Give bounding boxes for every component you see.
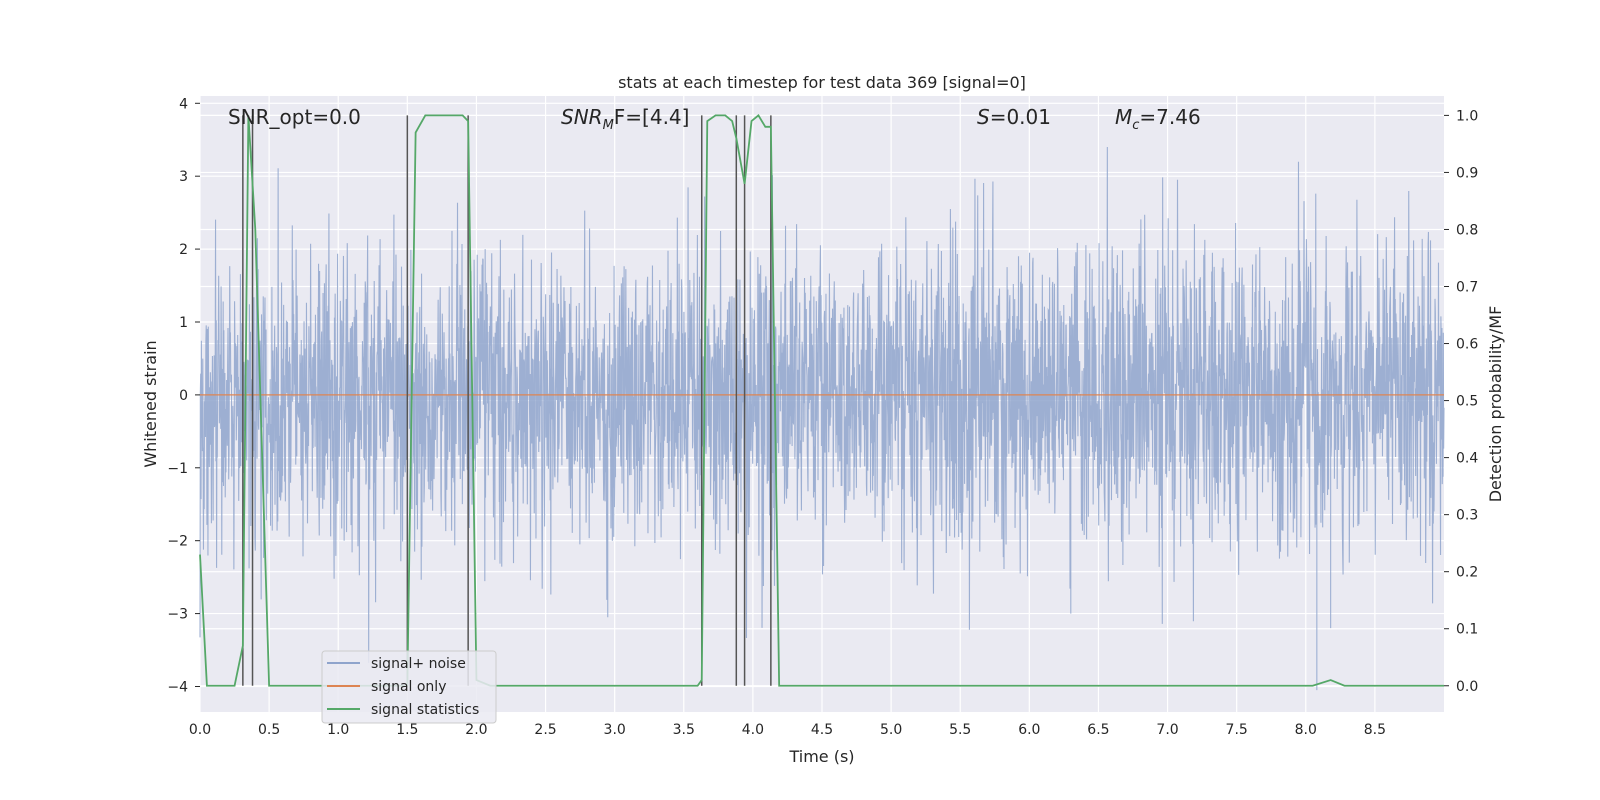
y-tick-labels-right: 0.0 0.1 0.2 0.3 0.4 0.5 0.6 0.7 0.8 0.9 1.0 [1444,108,1478,695]
annotation-snr-mf: SNRMF=[4.4] [561,105,689,133]
y-tick-label-right: 0.1 [1456,622,1478,638]
x-tick-labels: 0.0 0.5 1.0 1.5 2.0 2.5 3.0 3.5 4.0 4.5 5.0 5.5 6.0 6… [189,722,1386,738]
y-tick-labels-left: −4 −3 −2 −1 0 1 2 3 4 [167,96,200,695]
x-tick-label: 8.0 [1295,722,1317,738]
annotation-s-italic: S [977,105,990,129]
legend-label-signal-noise: signal+ noise [371,656,466,672]
y-axis-label-right: Detection probability/MF [1486,306,1505,503]
x-tick-label: 1.0 [327,722,349,738]
x-tick-label: 5.5 [949,722,971,738]
series-signal-statistics [199,114,1444,687]
x-tick-label: 8.5 [1364,722,1386,738]
x-tick-label: 5.0 [880,722,902,738]
y-tick-label-right: 0.5 [1456,394,1478,410]
annotation-snr-mf-sub: M [603,118,614,133]
legend-label-signal-statistics: signal statistics [371,702,479,718]
x-tick-label: 4.5 [811,722,833,738]
x-tick-label: 3.0 [604,722,626,738]
y-tick-label-left: −3 [167,607,188,623]
y-tick-label-left: −1 [167,461,188,477]
legend-label-signal-only: signal only [371,679,446,695]
x-axis-label: Time (s) [788,747,854,766]
y-tick-label-right: 0.4 [1456,451,1478,467]
y-tick-label-right: 0.3 [1456,508,1478,524]
annotation-s: S=0.01 [977,105,1051,129]
y-tick-label-right: 0.0 [1456,679,1478,695]
x-tick-label: 2.0 [465,722,487,738]
annotation-mc-sub: c [1132,118,1139,133]
annotation-snr-mf-rest: F=[4.4] [614,105,690,129]
y-tick-label-left: 1 [179,315,188,331]
y-tick-label-left: 0 [179,388,188,404]
legend-box [321,650,497,724]
annotation-s-rest: =0.01 [990,105,1051,129]
annotation-mc-rest: =7.46 [1139,105,1200,129]
y-axis-label-left: Whitened strain [141,340,160,467]
x-tick-label: 4.0 [742,722,764,738]
y-tick-label-right: 0.9 [1456,165,1478,181]
y-tick-label-left: 2 [179,242,188,258]
y-tick-label-right: 0.8 [1456,222,1478,238]
y-tick-label-right: 0.6 [1456,337,1478,353]
x-tick-label: 1.5 [396,722,418,738]
y-tick-label-left: 4 [179,96,188,112]
x-tick-label: 7.0 [1156,722,1178,738]
x-tick-label: 2.5 [534,722,556,738]
y-tick-label-left: −4 [167,679,188,695]
x-tick-label: 6.0 [1018,722,1040,738]
annotation-mc: Mc=7.46 [1115,105,1201,133]
y-tick-label-right: 0.7 [1456,280,1478,296]
x-tick-label: 7.5 [1226,722,1248,738]
legend: signal+ noise signal only signal statist… [321,650,497,724]
y-tick-label-left: 3 [179,169,188,185]
y-tick-label-left: −2 [167,534,188,550]
x-tick-label: 3.5 [673,722,695,738]
chart-title: stats at each timestep for test data 369… [618,73,1026,92]
x-tick-label: 6.5 [1087,722,1109,738]
x-tick-label: 0.0 [189,722,211,738]
annotation-snr-opt: SNR_opt=0.0 [228,105,361,129]
y-tick-label-right: 1.0 [1456,108,1478,124]
annotation-mc-base: M [1115,105,1132,129]
annotation-snr-mf-base: SNR [561,105,603,129]
y-tick-label-right: 0.2 [1456,565,1478,581]
x-tick-label: 0.5 [258,722,280,738]
